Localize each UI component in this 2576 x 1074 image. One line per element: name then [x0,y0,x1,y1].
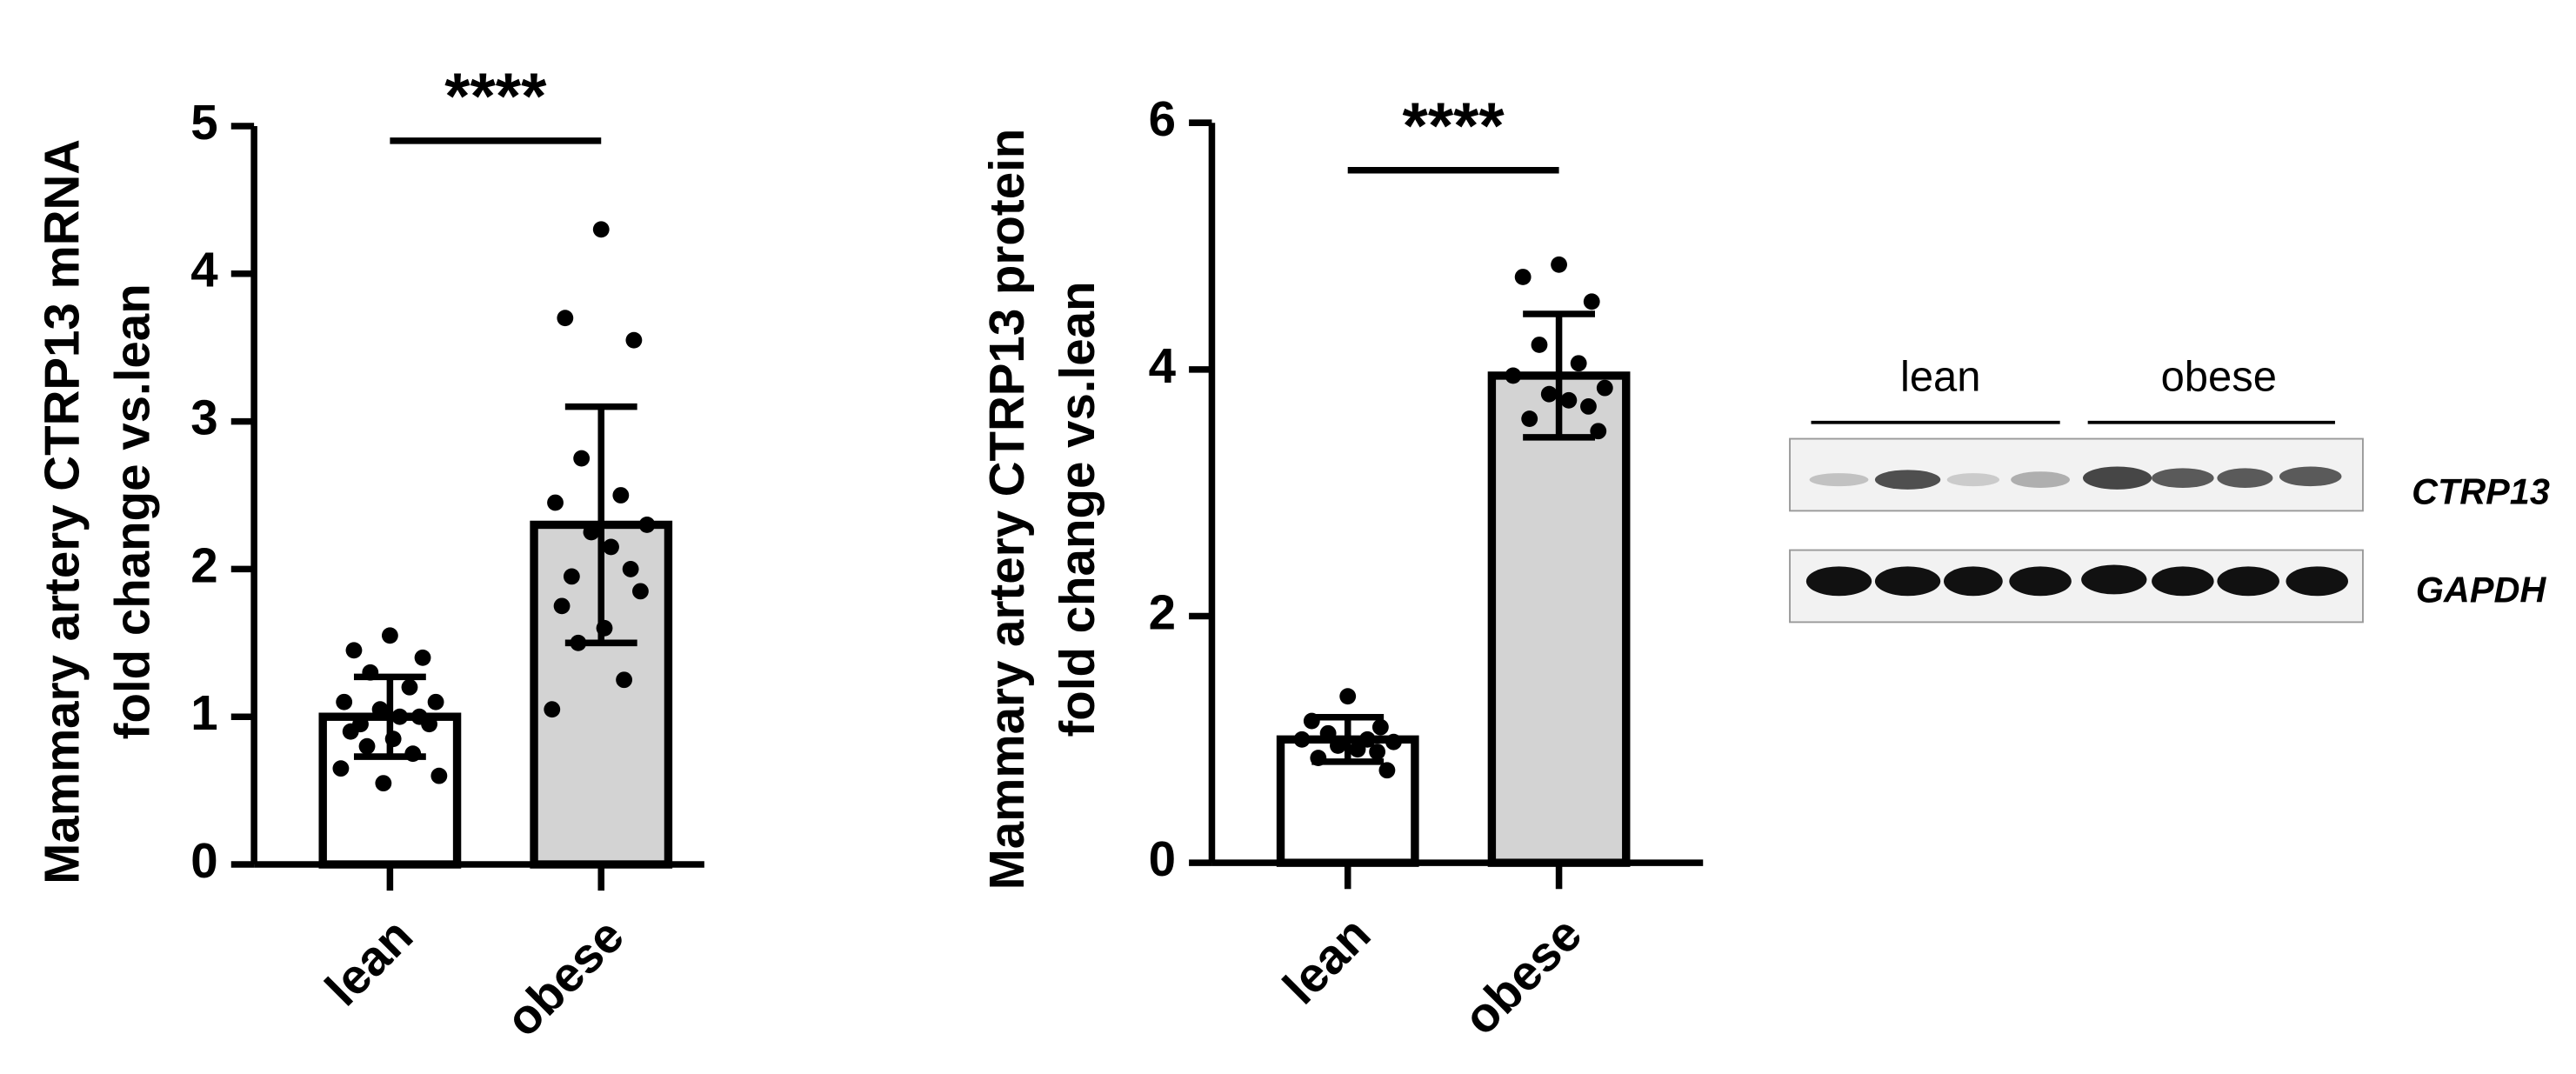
data-point [342,723,359,740]
x-tick-label: obese [495,908,634,1047]
data-point [1580,397,1597,415]
data-point [375,775,392,792]
significance-label: **** [444,60,547,133]
y-tick-label: 0 [1149,831,1176,886]
data-point [1583,293,1600,310]
data-point [622,560,639,577]
data-point [547,494,564,511]
x-tick-label: lean [1272,906,1380,1014]
blot-strip [1789,437,2364,512]
data-point [1385,733,1402,750]
data-point [1505,367,1522,384]
data-point [583,524,600,541]
y-tick-label: 2 [190,537,217,592]
data-point [1560,391,1578,409]
data-point [592,221,610,238]
y-tick-label: 1 [190,685,217,740]
data-point [596,619,613,637]
data-point [384,730,402,748]
data-point [362,664,379,681]
data-point [616,671,633,689]
chart: 0 2 4 6 Mammary artery CTRP13 protein fold ch… [979,90,1704,1045]
y-axis-label: fold change vs.lean [104,284,159,739]
y-axis-label: fold change vs.lean [1050,281,1104,737]
y-tick-label: 2 [1149,584,1176,639]
data-point [1293,730,1311,748]
data-point [371,701,389,718]
data-point [1330,737,1346,754]
y-tick-label: 4 [190,243,218,297]
data-point [1570,355,1587,372]
data-point [404,745,422,763]
data-point [625,331,643,349]
blot-group-label: obese [2161,354,2277,401]
data-point [332,760,350,777]
data-point [1514,269,1532,285]
data-point [612,487,630,504]
data-point [1303,712,1320,730]
data-point [1596,379,1613,397]
y-axis-label: Mammary artery CTRP13 mRNA [35,139,90,884]
data-point [336,693,353,710]
data-point [358,737,376,755]
y-axis-label: Mammary artery CTRP13 protein [979,129,1034,891]
data-point [381,627,398,644]
data-point [603,538,619,556]
significance-label: **** [1403,90,1505,163]
data-point [1378,762,1396,779]
data-point [401,678,418,696]
data-point [1540,385,1558,403]
data-point [573,450,591,467]
data-point [1349,741,1366,758]
data-point [544,701,561,718]
western-blot: lean obese CTRP13 GAPDH [1789,354,2550,624]
data-point [570,634,587,651]
data-point [553,597,571,615]
chart: 0 1 2 3 4 5 Mammary artery CTRP13 mRNA fold cha… [35,60,704,1047]
bands [1805,564,2348,597]
data-point [430,767,448,784]
band-label: GAPDH [2416,570,2547,610]
y-tick-label: 4 [1149,338,1177,393]
data-point [427,693,444,710]
data-point [557,310,574,327]
data-point [632,583,649,600]
data-point [345,642,363,659]
data-point [1371,718,1389,736]
x-tick-label: lean [315,908,423,1016]
data-point [1531,337,1548,353]
data-point [421,716,437,733]
data-point [391,708,409,725]
x-tick-label: obese [1452,906,1592,1045]
error-bar [1523,310,1595,441]
data-point [1590,423,1607,440]
y-tick-label: 0 [190,833,217,888]
data-point [1551,256,1567,273]
y-tick-label: 5 [190,95,217,150]
bands [1809,466,2342,490]
data-point [1339,688,1357,705]
data-point [1310,750,1327,767]
y-tick-label: 6 [1149,91,1176,146]
data-point [563,568,580,585]
data-point [414,649,431,666]
blot-group-label: lean [1900,354,1981,401]
bar [1487,371,1631,867]
data-point [638,517,656,533]
data-point [1369,744,1386,760]
data-point [1521,410,1538,427]
band-label: CTRP13 [2412,471,2550,511]
data-point [1319,724,1337,742]
y-tick-label: 3 [190,390,217,445]
